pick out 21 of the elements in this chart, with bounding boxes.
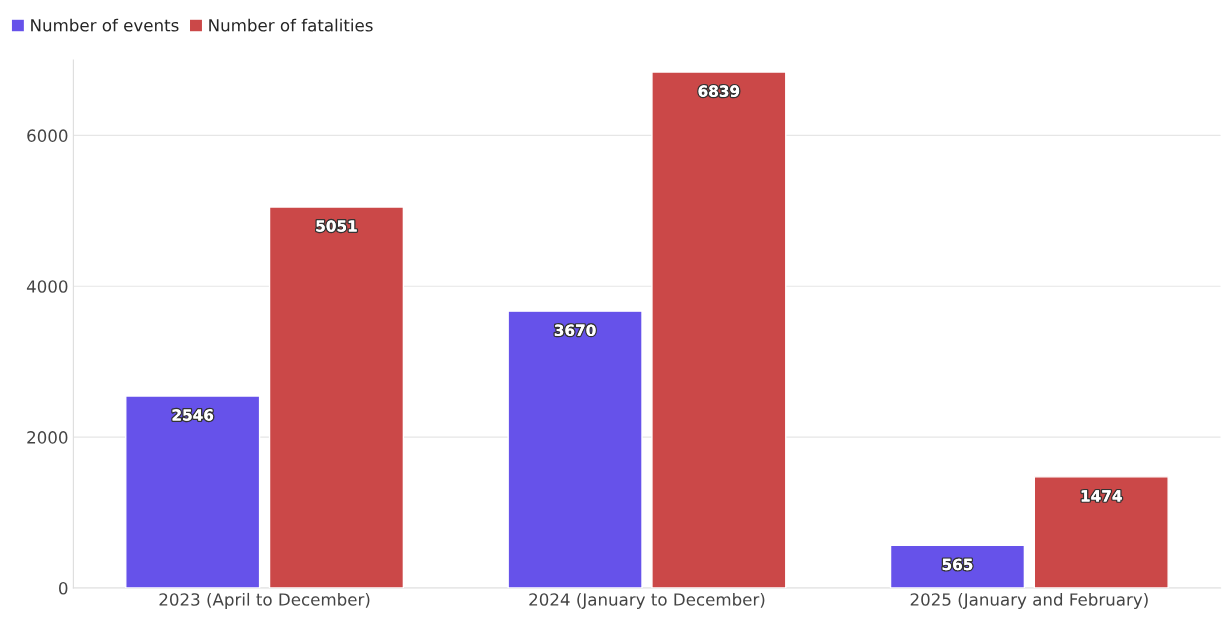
bar — [889, 544, 1026, 589]
bar — [651, 71, 787, 589]
bar — [268, 206, 405, 589]
x-tick-label: 2023 (April to December) — [159, 592, 370, 610]
y-tick-label: 4000 — [26, 280, 68, 293]
data-label: 5051 — [316, 220, 357, 232]
legend-label: Number of fatalities — [209, 18, 373, 32]
x-tick-label: 2024 (January to December) — [529, 592, 765, 610]
y-tick-label: 6000 — [27, 129, 68, 142]
y-tick-label: 2000 — [27, 431, 68, 444]
data-label: 6839 — [698, 85, 740, 97]
data-label: 3670 — [554, 324, 596, 336]
y-tick-label: 0 — [59, 581, 68, 595]
legend-label: Number of events — [31, 18, 179, 32]
data-label: 565 — [942, 558, 973, 571]
bar — [125, 395, 261, 589]
bar — [507, 310, 643, 589]
data-label: 1474 — [1081, 490, 1122, 502]
bar — [1033, 476, 1169, 589]
x-tick-label: 2025 (January and February) — [910, 592, 1148, 610]
data-label: 2546 — [172, 409, 214, 421]
